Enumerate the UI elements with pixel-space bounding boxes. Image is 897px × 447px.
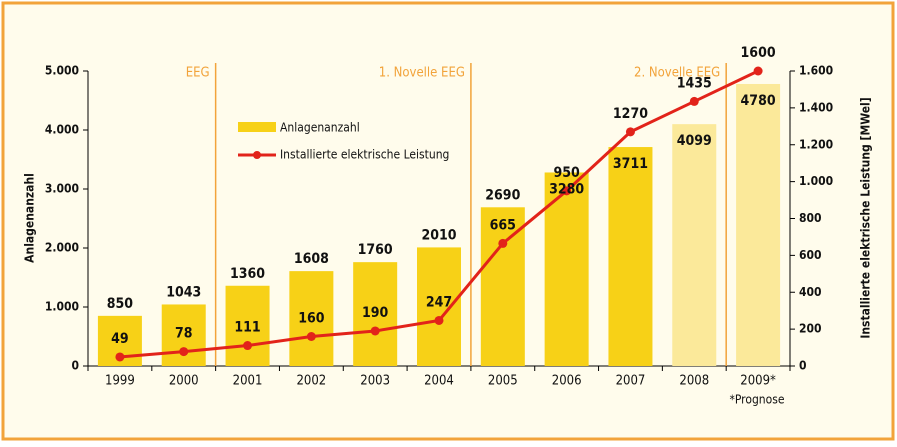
bar-value-label: 1608	[294, 251, 329, 267]
legend-label: Anlagenanzahl	[280, 121, 360, 135]
line-point	[753, 66, 763, 76]
bar-value-label: 3280	[549, 181, 584, 197]
line-value-label: 78	[175, 326, 193, 342]
line-point	[179, 347, 189, 357]
bar	[736, 83, 781, 366]
y2-tick-label: 0	[799, 359, 807, 373]
bar-value-label: 4099	[677, 133, 712, 149]
bar	[417, 247, 461, 366]
x-tick-label: 2005	[488, 374, 518, 389]
y2-tick-label: 1.000	[799, 174, 833, 188]
bar-value-label: 1360	[230, 266, 265, 282]
line-point	[243, 341, 253, 351]
bar-value-label: 3711	[613, 156, 648, 172]
bar	[480, 207, 525, 366]
line-value-label: 160	[298, 311, 325, 327]
line-point	[306, 332, 316, 341]
x-tick-label: 2001	[233, 374, 263, 389]
x-tick-label: 2006	[552, 374, 582, 389]
x-tick-label: 2008	[679, 374, 709, 389]
line-point	[562, 186, 572, 196]
y-tick-label: 0	[71, 359, 79, 373]
bar	[289, 271, 334, 366]
legend-swatch	[238, 122, 276, 132]
footnote: *Prognose	[729, 393, 784, 407]
y2-tick-label: 1.600	[799, 64, 833, 78]
y2-tick-label: 800	[799, 211, 822, 225]
line-value-label: 665	[490, 217, 516, 233]
y2-tick-label: 600	[799, 248, 822, 262]
y2-axis-label: Installierte elektrische Leistung [MWel]	[859, 97, 873, 338]
y-axis-label: Anlagenanzahl	[23, 173, 37, 263]
line-value-label: 1600	[741, 45, 776, 61]
line-value-label: 950	[553, 165, 580, 181]
x-tick-label: 2009*	[740, 374, 776, 389]
line-point	[115, 352, 125, 362]
line-value-label: 190	[362, 305, 389, 321]
x-tick-label: 2004	[424, 374, 454, 389]
bar	[608, 147, 653, 366]
legend-label: Installierte elektrische Leistung	[280, 148, 449, 162]
x-tick-label: 2002	[296, 374, 326, 389]
bar-value-label: 1043	[166, 284, 201, 300]
bar	[672, 124, 717, 366]
line-value-label: 111	[234, 320, 260, 336]
bar-value-label: 2010	[421, 227, 456, 243]
line-point	[370, 326, 380, 336]
y2-tick-label: 1.400	[799, 100, 833, 114]
line-value-label: 1270	[613, 106, 648, 122]
x-tick-label: 2000	[169, 374, 199, 389]
bar	[544, 172, 589, 366]
annotation: EEG	[186, 66, 210, 81]
y-tick-label: 1.000	[45, 300, 79, 314]
line-point	[498, 238, 508, 248]
y-tick-label: 5.000	[45, 64, 79, 78]
x-tick-label: 2003	[360, 374, 390, 389]
y2-tick-label: 200	[799, 322, 822, 336]
bar-value-label: 4780	[741, 93, 776, 109]
line-value-label: 49	[111, 331, 129, 347]
line-point	[689, 96, 699, 106]
line-point	[434, 315, 444, 325]
annotation: 1. Novelle EEG	[379, 66, 465, 81]
bar	[225, 285, 270, 366]
line-value-label: 1435	[677, 75, 712, 91]
y2-tick-label: 400	[799, 285, 822, 299]
legend-swatch	[253, 151, 261, 159]
y-tick-label: 3.000	[45, 182, 79, 196]
bar-value-label: 2690	[485, 187, 520, 203]
y-tick-label: 4.000	[45, 123, 79, 137]
bar-value-label: 1760	[358, 242, 393, 258]
bar-value-label: 850	[107, 296, 134, 312]
line-value-label: 247	[426, 294, 452, 310]
y2-tick-label: 1.200	[799, 137, 833, 151]
y-tick-label: 2.000	[45, 241, 79, 255]
bar	[353, 262, 398, 366]
annotation: 2. Novelle EEG	[634, 66, 720, 81]
line-point	[625, 127, 635, 137]
x-tick-label: 1999	[105, 374, 135, 389]
x-tick-label: 2007	[616, 374, 646, 389]
